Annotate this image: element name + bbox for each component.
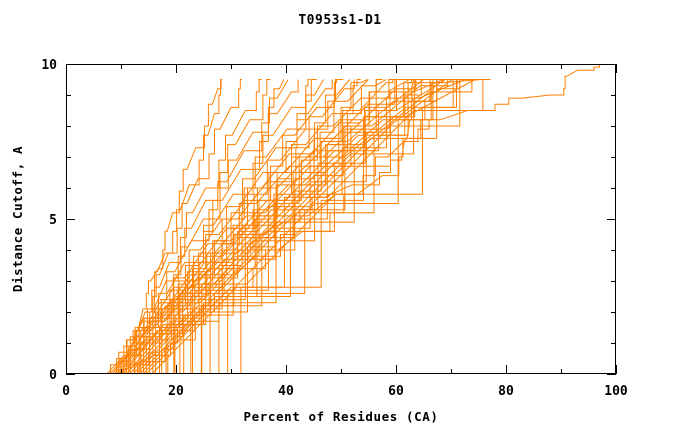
page-title: T0953s1-D1 <box>298 13 382 28</box>
y-tick-label: 0 <box>49 368 57 383</box>
x-tick-label: 40 <box>278 384 294 399</box>
data-curve <box>141 79 482 374</box>
data-curve <box>113 79 438 374</box>
data-curve <box>145 79 453 374</box>
data-curve <box>132 79 449 374</box>
data-curve <box>114 79 415 374</box>
data-curve <box>154 79 484 374</box>
x-axis-title: Percent of Residues (CA) <box>243 409 438 424</box>
data-curve <box>144 79 478 374</box>
data-curve <box>112 79 317 374</box>
data-curve <box>151 79 476 374</box>
data-curve <box>119 79 387 374</box>
data-curve <box>134 79 444 374</box>
axes-layer <box>66 64 617 375</box>
y-tick-label: 10 <box>41 58 57 73</box>
data-curve <box>117 79 369 374</box>
data-curve <box>115 79 333 374</box>
data-curve <box>149 79 468 374</box>
data-curve <box>106 79 223 374</box>
x-tick-label: 20 <box>168 384 184 399</box>
data-curve <box>111 79 299 374</box>
data-curve <box>157 79 491 374</box>
data-curve <box>130 79 424 374</box>
data-curve <box>122 79 402 374</box>
data-curve <box>135 79 446 374</box>
data-curve <box>128 79 431 374</box>
x-tick-label: 0 <box>62 384 70 399</box>
axis-labels-layer: 0 20 40 60 80 100 0 5 10 Percent of Residues (CA)… <box>10 58 628 424</box>
x-tick-label: 100 <box>604 384 628 399</box>
data-curves-layer <box>105 64 605 374</box>
x-tick-label: 80 <box>498 384 514 399</box>
y-axis-title: Distance Cutoff, A <box>10 146 25 292</box>
y-tick-label: 5 <box>49 213 57 228</box>
data-curve <box>115 79 355 374</box>
data-curve <box>147 79 461 374</box>
data-curve <box>122 79 394 374</box>
data-curve <box>110 79 289 374</box>
data-curve <box>138 79 466 374</box>
data-curve <box>105 79 222 374</box>
data-curve <box>115 64 605 374</box>
x-tick-label: 60 <box>388 384 404 399</box>
